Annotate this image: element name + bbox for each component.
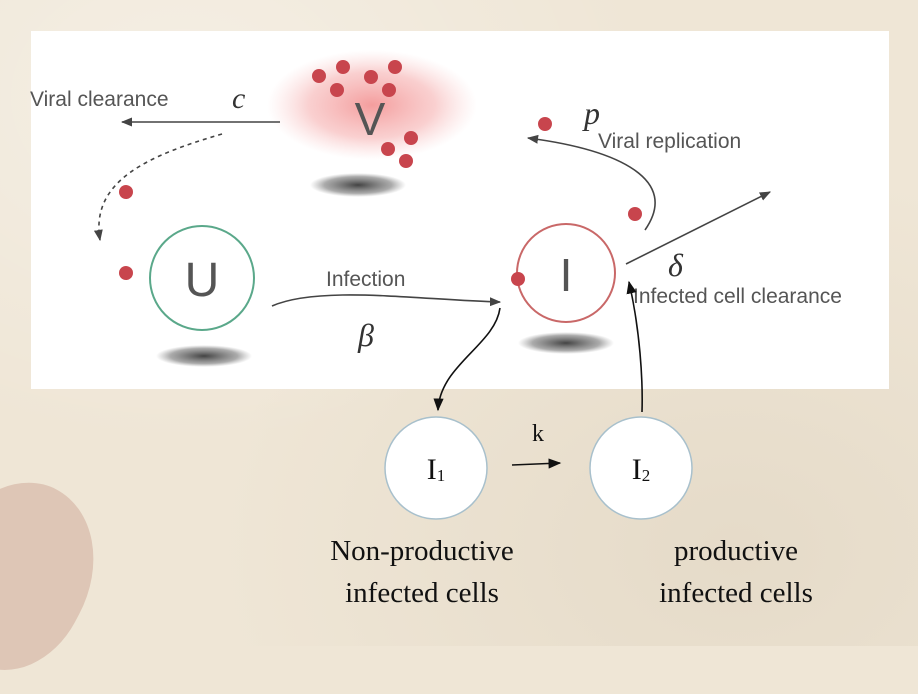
infected-clearance: δ Infected cell clearance (625, 191, 842, 308)
infected-clearance-arrow (625, 191, 772, 265)
virion-dot (399, 154, 413, 168)
uninfected-label: U (185, 254, 220, 307)
diagram-canvas: V Viral clearance c U Infection β I (30, 50, 842, 609)
i1-to-i2-arrow (511, 458, 562, 469)
replication-label: Viral replication (598, 130, 741, 153)
virion-dot (119, 266, 133, 280)
replication-param: p (582, 95, 600, 131)
infection-param: β (357, 317, 374, 353)
infection-label: Infection (326, 268, 405, 291)
virus-label: V (355, 93, 386, 145)
infection-transition: Infection β (271, 268, 502, 353)
infection-arrow (271, 294, 502, 307)
i1-caption-line1: Non-productive (330, 535, 514, 567)
infected-label: I (560, 249, 573, 301)
virion-dot (538, 117, 552, 131)
i2-caption-line2: infected cells (659, 577, 813, 609)
uninfected-circle (149, 225, 255, 331)
virion-dot (330, 83, 344, 97)
virion-dot (364, 70, 378, 84)
virion-dot (404, 131, 418, 145)
i1-circle (384, 416, 488, 520)
extension-diagram: I1 I2 k Non-productive infected cells pr… (330, 280, 813, 609)
viral-clearance: Viral clearance c (30, 82, 280, 242)
i1-caption-line2: infected cells (345, 577, 499, 609)
viral-replication-arrow (526, 134, 656, 231)
virus-shadow (310, 173, 406, 197)
viral-replication: p Viral replication (526, 95, 741, 231)
uninfected-shadow (156, 345, 252, 367)
infected-shadow (518, 332, 614, 354)
virion-dot (628, 207, 642, 221)
i1-label: I1 (427, 453, 446, 486)
viral-clearance-param: c (232, 82, 245, 115)
virion-dot (382, 83, 396, 97)
viral-clearance-label: Viral clearance (30, 88, 169, 111)
uninfected-node: U (119, 225, 255, 367)
infected-to-i1-arrow (433, 307, 501, 412)
virus-node: V (267, 50, 477, 197)
transition-param: k (532, 421, 544, 447)
i2-caption-line1: productive (674, 535, 798, 567)
infected-node: I (511, 223, 616, 354)
i2-to-infected-arrow (626, 280, 643, 413)
i2-label: I2 (632, 453, 651, 486)
infected-clearance-label: Infected cell clearance (633, 285, 842, 308)
virion-dot (511, 272, 525, 286)
virion-dot (388, 60, 402, 74)
virus-infects-dashed-arrow (93, 133, 223, 242)
virion-dot (381, 142, 395, 156)
i2-circle (589, 416, 693, 520)
virion-dot (312, 69, 326, 83)
virion-dot (336, 60, 350, 74)
virion-dot (119, 185, 133, 199)
infected-clearance-param: δ (668, 247, 684, 283)
